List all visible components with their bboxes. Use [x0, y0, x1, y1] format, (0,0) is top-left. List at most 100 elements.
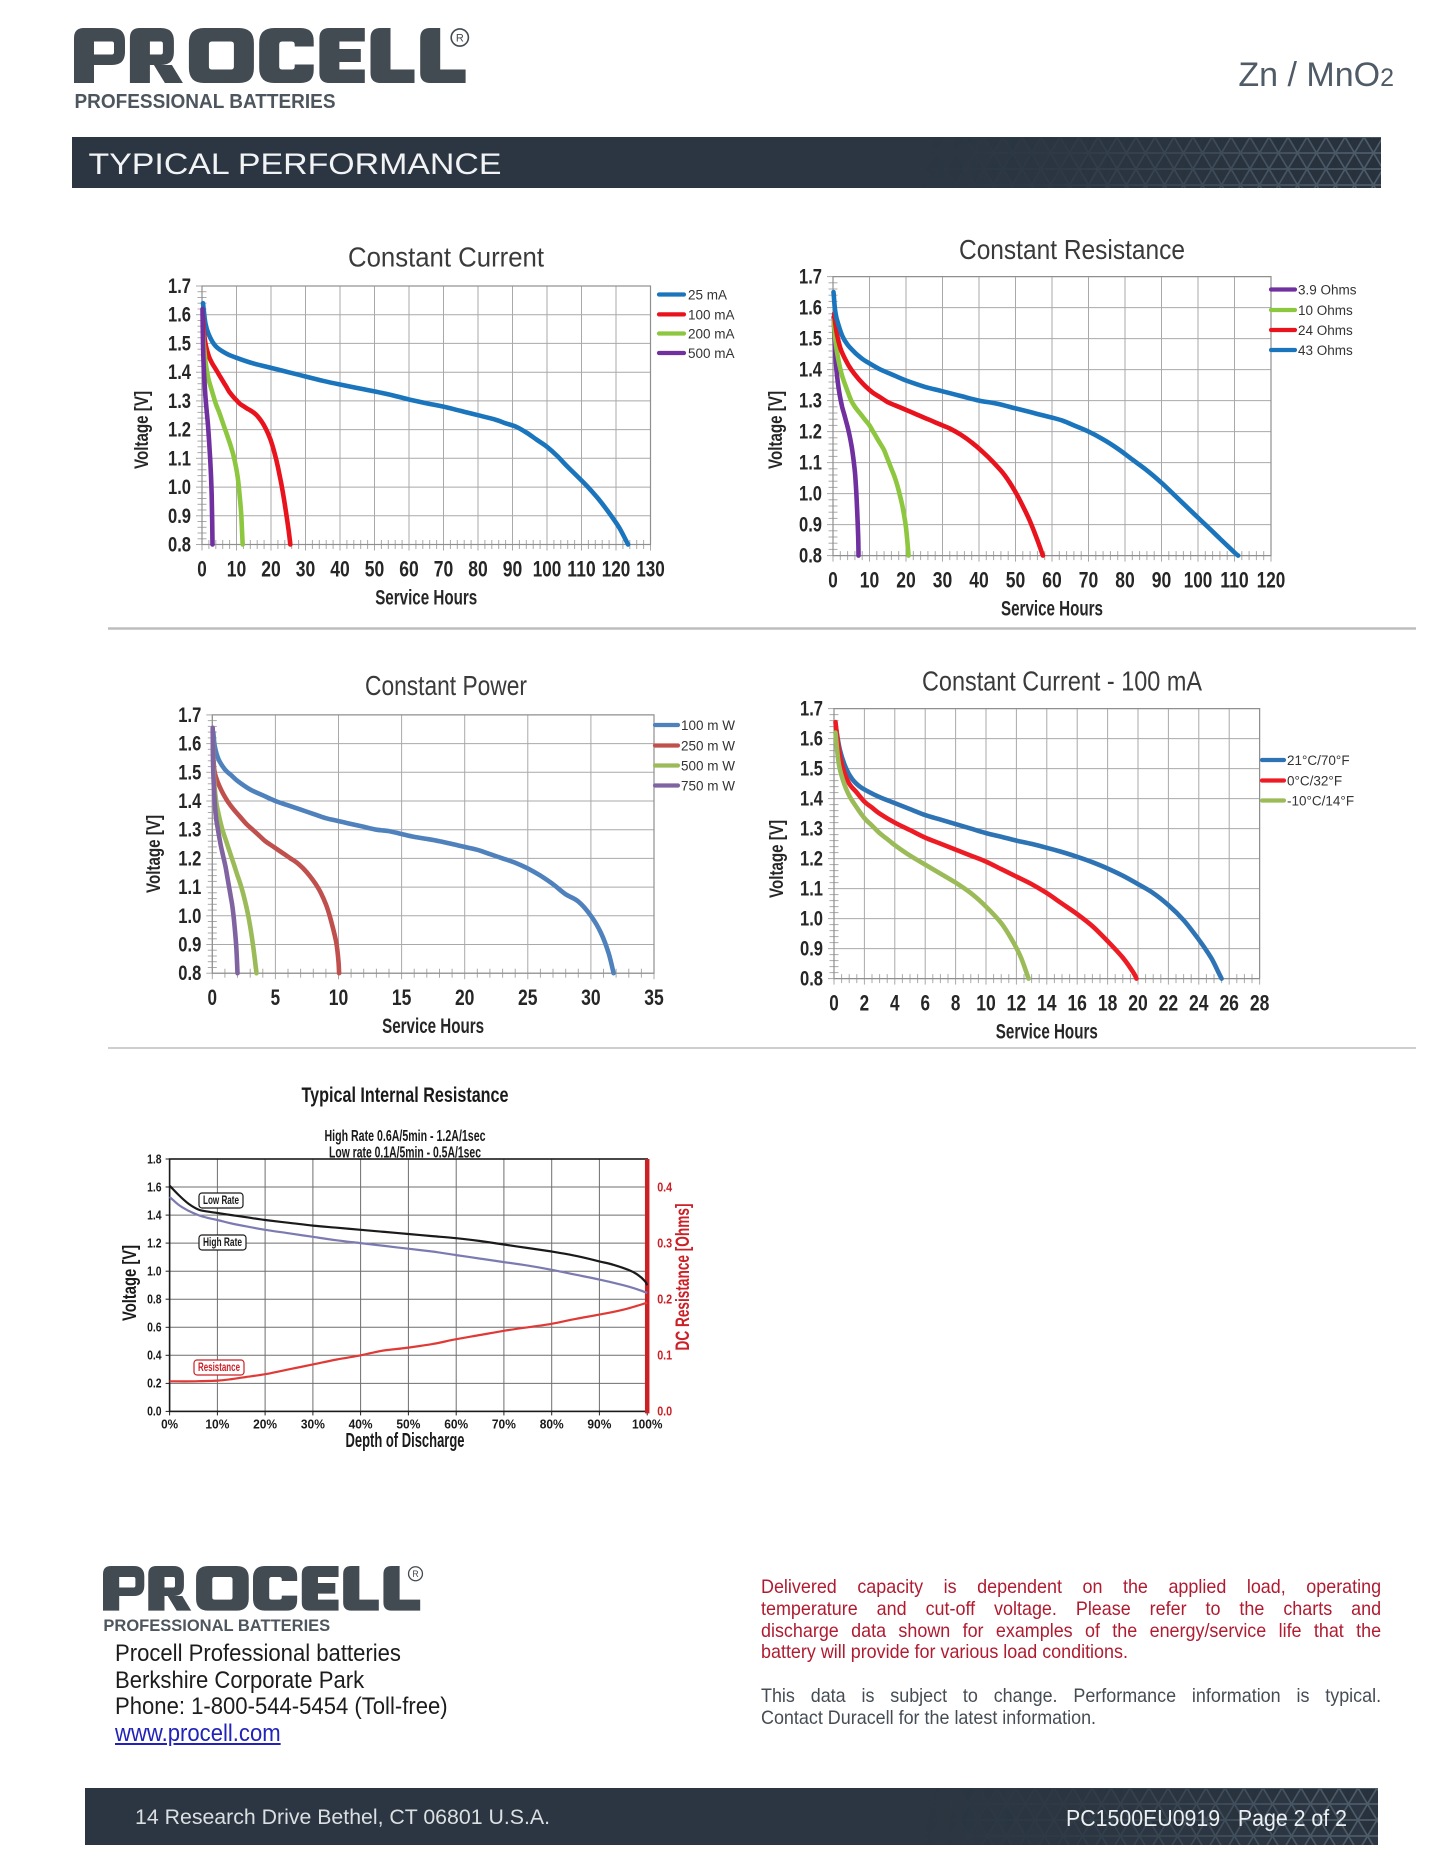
svg-text:1.1: 1.1 — [799, 452, 822, 475]
svg-text:30%: 30% — [301, 1417, 325, 1431]
svg-text:24 Ohms: 24 Ohms — [1298, 323, 1353, 338]
svg-text:18: 18 — [1098, 991, 1118, 1016]
svg-text:90: 90 — [1152, 568, 1172, 593]
svg-text:15: 15 — [392, 985, 412, 1010]
svg-text:40: 40 — [969, 568, 989, 593]
svg-text:28: 28 — [1250, 991, 1270, 1016]
svg-text:10: 10 — [227, 557, 247, 582]
svg-text:200 mA: 200 mA — [688, 327, 735, 342]
svg-text:1.6: 1.6 — [800, 728, 823, 751]
svg-text:High Rate 0.6A/5min - 1.2A/1se: High Rate 0.6A/5min - 1.2A/1sec — [325, 1128, 486, 1145]
svg-text:3.9 Ohms: 3.9 Ohms — [1298, 283, 1357, 298]
svg-text:1.5: 1.5 — [168, 332, 191, 355]
svg-text:100 m W: 100 m W — [681, 718, 735, 733]
svg-text:Resistance: Resistance — [198, 1362, 240, 1374]
svg-text:Low Rate: Low Rate — [203, 1195, 239, 1207]
svg-text:1.1: 1.1 — [800, 878, 823, 901]
svg-text:80: 80 — [468, 557, 488, 582]
svg-text:1.1: 1.1 — [168, 447, 191, 470]
svg-text:1.6: 1.6 — [178, 733, 201, 756]
svg-text:70: 70 — [1079, 568, 1099, 593]
svg-text:0: 0 — [197, 557, 207, 582]
svg-text:0.6: 0.6 — [147, 1321, 162, 1335]
svg-text:0.4: 0.4 — [657, 1180, 672, 1194]
svg-text:35: 35 — [644, 985, 664, 1010]
svg-text:110: 110 — [567, 557, 596, 582]
svg-text:Voltage [V]: Voltage [V] — [767, 820, 788, 898]
svg-text:130: 130 — [636, 557, 665, 582]
svg-text:0.8: 0.8 — [168, 534, 191, 557]
svg-text:100%: 100% — [632, 1417, 663, 1431]
svg-text:1.2: 1.2 — [800, 848, 823, 871]
svg-text:1.3: 1.3 — [178, 819, 201, 842]
svg-text:0.2: 0.2 — [147, 1377, 162, 1391]
svg-text:1.8: 1.8 — [147, 1152, 162, 1166]
svg-text:1.2: 1.2 — [147, 1236, 162, 1250]
svg-text:60: 60 — [399, 557, 419, 582]
svg-text:PC1500EU0919 Page 2 of 2: PC1500EU0919 Page 2 of 2 — [1066, 1805, 1347, 1831]
svg-text:1.4: 1.4 — [800, 788, 823, 811]
svg-text:-10°C/14°F: -10°C/14°F — [1287, 794, 1354, 809]
svg-text:1.4: 1.4 — [147, 1208, 162, 1222]
svg-text:1.6: 1.6 — [799, 297, 822, 320]
svg-text:1.3: 1.3 — [799, 390, 822, 413]
svg-text:PROFESSIONAL BATTERIES: PROFESSIONAL BATTERIES — [75, 90, 336, 113]
svg-text:Service Hours: Service Hours — [382, 1015, 484, 1038]
svg-text:0: 0 — [828, 568, 838, 593]
svg-text:1.4: 1.4 — [178, 790, 201, 813]
svg-text:1.0: 1.0 — [147, 1265, 162, 1279]
svg-text:50: 50 — [1006, 568, 1026, 593]
svg-text:R: R — [412, 1569, 419, 1579]
svg-text:1.0: 1.0 — [178, 905, 201, 928]
svg-text:10: 10 — [329, 985, 349, 1010]
svg-text:1.3: 1.3 — [800, 818, 823, 841]
svg-text:0: 0 — [208, 985, 218, 1010]
svg-text:0.9: 0.9 — [178, 934, 201, 957]
svg-text:Depth of Discharge: Depth of Discharge — [346, 1430, 465, 1452]
svg-text:0.4: 0.4 — [147, 1349, 162, 1363]
svg-text:Voltage [V]: Voltage [V] — [132, 391, 153, 469]
svg-text:1.4: 1.4 — [168, 361, 191, 384]
svg-text:0.0: 0.0 — [657, 1405, 672, 1419]
svg-text:1.4: 1.4 — [799, 359, 822, 382]
svg-text:80: 80 — [1115, 568, 1135, 593]
svg-text:R: R — [456, 33, 464, 45]
svg-text:30: 30 — [933, 568, 953, 593]
svg-text:PROFESSIONAL BATTERIES: PROFESSIONAL BATTERIES — [103, 1616, 330, 1635]
svg-text:20: 20 — [261, 557, 281, 582]
svg-text:100 mA: 100 mA — [688, 307, 735, 322]
svg-text:80%: 80% — [540, 1417, 564, 1431]
svg-text:2: 2 — [860, 991, 870, 1016]
svg-text:60: 60 — [1042, 568, 1062, 593]
svg-text:0.8: 0.8 — [800, 968, 823, 991]
svg-text:0.0: 0.0 — [147, 1405, 162, 1419]
svg-text:1.2: 1.2 — [168, 419, 191, 442]
svg-text:1.7: 1.7 — [799, 266, 822, 289]
svg-text:500 m W: 500 m W — [681, 759, 735, 774]
svg-text:High Rate: High Rate — [203, 1237, 242, 1249]
svg-text:Typical Internal Resistance: Typical Internal Resistance — [302, 1084, 509, 1107]
svg-text:1.5: 1.5 — [178, 761, 201, 784]
svg-text:1.1: 1.1 — [178, 876, 201, 899]
svg-text:120: 120 — [602, 557, 631, 582]
svg-text:10%: 10% — [205, 1417, 229, 1431]
svg-text:0.8: 0.8 — [178, 962, 201, 985]
svg-text:1.6: 1.6 — [168, 304, 191, 327]
svg-text:70%: 70% — [492, 1417, 516, 1431]
svg-text:90%: 90% — [587, 1417, 611, 1431]
svg-text:25 mA: 25 mA — [688, 288, 727, 303]
svg-text:1.7: 1.7 — [178, 704, 201, 727]
svg-text:70: 70 — [434, 557, 454, 582]
svg-text:50%: 50% — [396, 1417, 420, 1431]
svg-text:5: 5 — [271, 985, 281, 1010]
svg-text:6: 6 — [920, 991, 930, 1016]
svg-text:40%: 40% — [349, 1417, 373, 1431]
svg-text:750 m W: 750 m W — [681, 779, 735, 794]
svg-text:20: 20 — [455, 985, 475, 1010]
svg-text:1.7: 1.7 — [800, 698, 823, 721]
svg-text:26: 26 — [1219, 991, 1239, 1016]
svg-text:20%: 20% — [253, 1417, 277, 1431]
svg-text:50: 50 — [365, 557, 385, 582]
svg-text:0.8: 0.8 — [799, 545, 822, 568]
svg-text:1.0: 1.0 — [168, 476, 191, 499]
